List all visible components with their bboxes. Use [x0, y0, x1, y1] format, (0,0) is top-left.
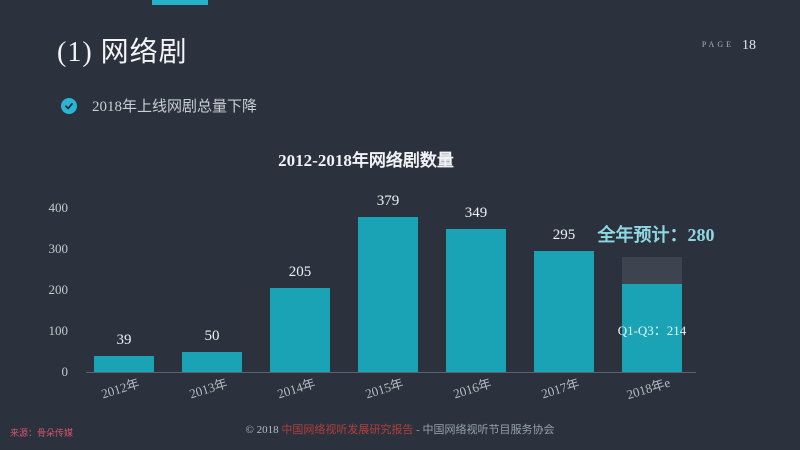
bar-2014年 — [270, 287, 330, 372]
bar-2017年 — [534, 251, 594, 372]
top-accent-bar — [152, 0, 208, 5]
bar-value-label: 379 — [376, 192, 400, 209]
bar-value-label: 39 — [116, 332, 132, 348]
y-axis-tick: 100 — [48, 323, 69, 338]
forecast-cap-bar — [622, 257, 682, 285]
page-number: 18 — [742, 38, 756, 53]
chart-title: 2012-2018年网络剧数量 — [278, 151, 454, 170]
bar-value-label: 349 — [464, 204, 488, 221]
page-title: (1) 网络剧 — [57, 37, 188, 68]
x-axis-line — [86, 372, 696, 373]
bar-2018-actual — [622, 284, 682, 372]
bar-value-label: 50 — [204, 327, 220, 344]
bullet-text: 2018年上线网剧总量下降 — [92, 99, 258, 115]
bullet-point: 2018年上线网剧总量下降 — [61, 95, 257, 116]
bar-2015年 — [358, 216, 418, 372]
bar-value-label: 205 — [288, 263, 312, 280]
y-axis-tick: 0 — [61, 364, 69, 379]
copyright-report-name: 中国网络视听发展研究报告 — [281, 424, 414, 436]
y-axis-tick: 300 — [48, 241, 69, 256]
page-label: PAGE — [701, 40, 734, 49]
y-axis-tick: 400 — [48, 200, 69, 215]
page-indicator: PAGE 18 — [702, 36, 756, 54]
bar-2013年 — [182, 351, 242, 372]
copyright: © 2018 中国网络视听发展研究报告 - 中国网络视听节目服务协会 — [0, 421, 800, 437]
bar-2016年 — [446, 228, 506, 372]
y-axis-tick: 200 — [48, 282, 69, 297]
forecast-annotation: 全年预计：280 — [597, 225, 715, 246]
check-icon — [61, 97, 77, 114]
source-note: 来源：骨朵传媒 — [10, 428, 74, 438]
bar-value-label: 295 — [552, 227, 576, 244]
actual-inside-label: Q1-Q3：214 — [617, 323, 687, 338]
copyright-prefix: © 2018 — [245, 424, 282, 436]
bar-2012年 — [94, 356, 154, 372]
copyright-association: - 中国网络视听节目服务协会 — [413, 424, 555, 436]
